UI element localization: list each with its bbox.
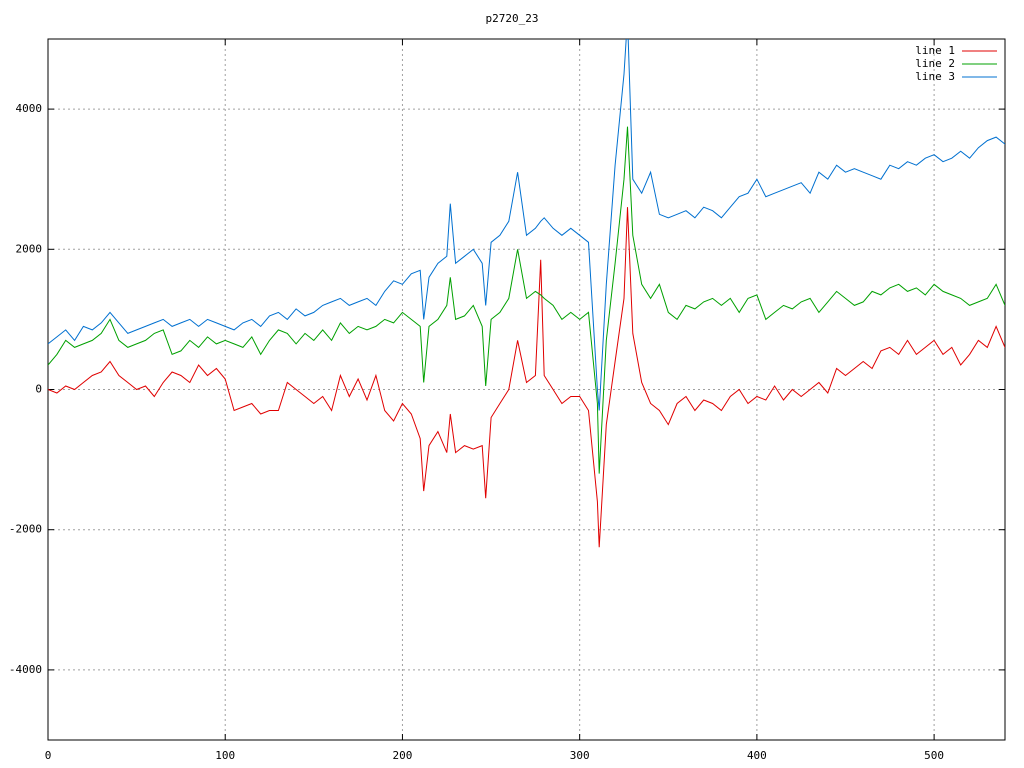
y-tick-label: 0 <box>35 383 42 396</box>
plot-area <box>48 39 1005 548</box>
y-tick-label: 4000 <box>16 102 43 115</box>
legend-label: line 3 <box>915 70 955 83</box>
legend-label: line 1 <box>915 44 955 57</box>
x-tick-label: 500 <box>924 749 944 762</box>
y-tick-label: -4000 <box>9 663 42 676</box>
x-tick-label: 0 <box>45 749 52 762</box>
x-tick-label: 100 <box>215 749 235 762</box>
x-tick-label: 400 <box>747 749 767 762</box>
y-tick-label: -2000 <box>9 523 42 536</box>
x-tick-label: 300 <box>570 749 590 762</box>
chart-title: p2720_23 <box>486 12 539 25</box>
series-line <box>48 126 1005 474</box>
series-line <box>48 39 1005 411</box>
x-tick-label: 200 <box>393 749 413 762</box>
plot-frame <box>47 38 1006 741</box>
legend-label: line 2 <box>915 57 955 70</box>
series-line <box>48 207 1005 548</box>
y-tick-label: 2000 <box>16 242 43 255</box>
